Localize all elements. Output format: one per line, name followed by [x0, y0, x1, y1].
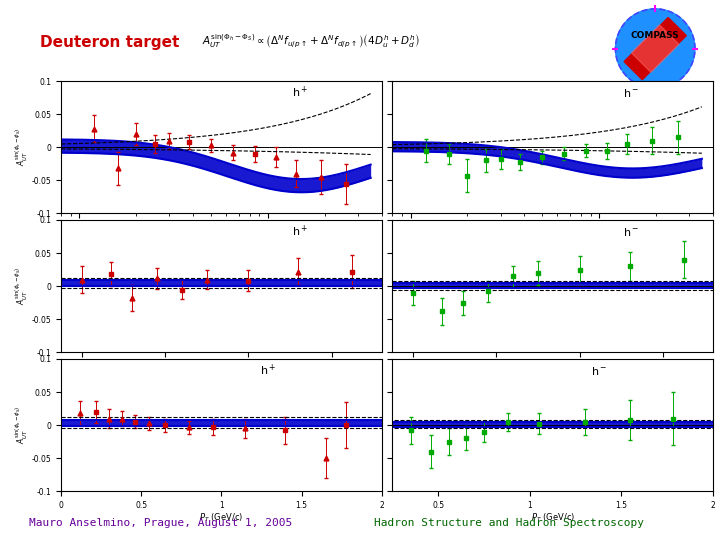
- X-axis label: $x_B$: $x_B$: [216, 237, 227, 247]
- Polygon shape: [624, 17, 686, 80]
- Polygon shape: [631, 25, 679, 72]
- X-axis label: $x_B$: $x_B$: [547, 237, 558, 247]
- Y-axis label: $A_{UT}^{\sin(\phi_h - \phi_S)}$: $A_{UT}^{\sin(\phi_h - \phi_S)}$: [14, 406, 30, 444]
- Text: Mauro Anselmino, Prague, August 1, 2005: Mauro Anselmino, Prague, August 1, 2005: [29, 518, 292, 529]
- X-axis label: $P_T$ (GeV/c): $P_T$ (GeV/c): [199, 511, 243, 524]
- Text: h$^-$: h$^-$: [623, 87, 639, 99]
- Text: h$^-$: h$^-$: [591, 365, 608, 377]
- Circle shape: [616, 9, 695, 89]
- Text: h$^+$: h$^+$: [292, 85, 308, 100]
- Text: h$^+$: h$^+$: [260, 363, 276, 378]
- X-axis label: $z_h$: $z_h$: [217, 373, 226, 383]
- Y-axis label: $A_{UT}^{\sin(\phi_h - \phi_S)}$: $A_{UT}^{\sin(\phi_h - \phi_S)}$: [14, 267, 30, 306]
- Text: COMPASS: COMPASS: [631, 31, 680, 40]
- Text: h$^+$: h$^+$: [292, 224, 308, 239]
- Text: Deuteron target: Deuteron target: [40, 35, 179, 50]
- Text: $A_{UT}^{\sin(\Phi_h - \Phi_S)} \propto \left(\Delta^N f_{u/p\uparrow} + \Delta^: $A_{UT}^{\sin(\Phi_h - \Phi_S)} \propto …: [202, 32, 420, 50]
- X-axis label: $z_h$: $z_h$: [548, 373, 557, 383]
- Y-axis label: $A_{UT}^{\sin(\phi_h - \phi_S)}$: $A_{UT}^{\sin(\phi_h - \phi_S)}$: [14, 128, 30, 166]
- Text: h$^-$: h$^-$: [623, 226, 639, 238]
- Text: Hadron Structure and Hadron Spectroscopy: Hadron Structure and Hadron Spectroscopy: [374, 518, 644, 529]
- X-axis label: $P_T$ (GeV/c): $P_T$ (GeV/c): [531, 511, 575, 524]
